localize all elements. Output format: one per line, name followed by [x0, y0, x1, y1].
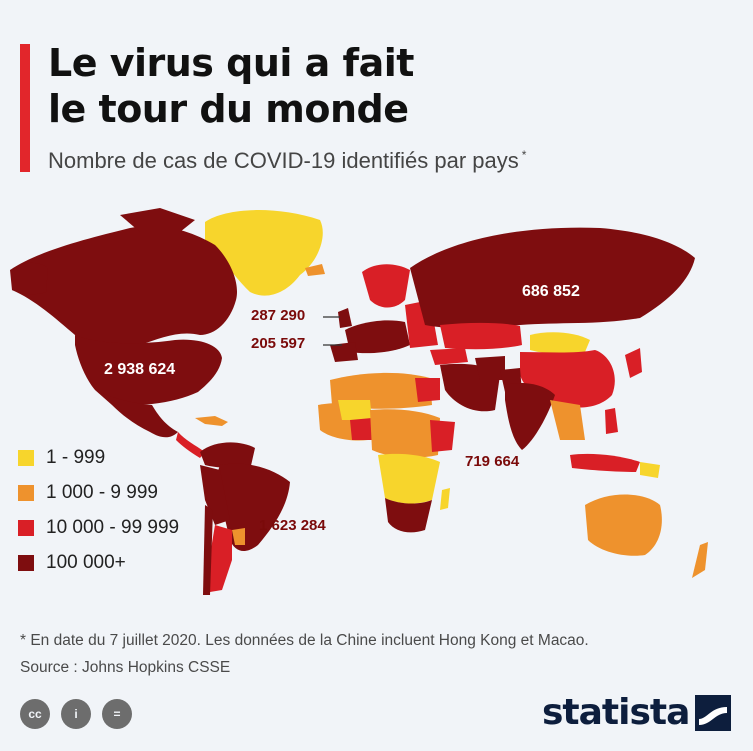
legend-label: 100 000+: [46, 551, 126, 573]
legend-item: 1 000 - 9 999: [18, 475, 179, 510]
region-iran: [475, 356, 505, 380]
region-chile: [203, 505, 213, 595]
region-new-zealand: [692, 542, 708, 578]
accent-bar: [20, 44, 30, 172]
region-philippines: [605, 408, 618, 434]
region-mongolia: [530, 332, 590, 355]
legend: 1 - 999 1 000 - 9 999 10 000 - 99 999 10…: [18, 440, 179, 580]
region-peru-bolivia: [200, 465, 230, 525]
attribution-icon[interactable]: i: [61, 699, 91, 729]
legend-label: 1 000 - 9 999: [46, 481, 158, 503]
region-east-africa: [430, 420, 455, 452]
region-mexico: [95, 390, 178, 438]
legend-item: 10 000 - 99 999: [18, 510, 179, 545]
page-title: Le virus qui a fait le tour du monde: [48, 40, 414, 132]
legend-swatch: [18, 519, 34, 536]
world-map: [10, 208, 708, 595]
brand-wordmark: statista: [542, 692, 690, 733]
region-uk: [338, 308, 352, 328]
legend-label: 10 000 - 99 999: [46, 516, 180, 538]
region-arctic-islands: [120, 208, 195, 232]
cc-icon[interactable]: cc: [20, 699, 50, 729]
footnote-source: Source : Johns Hopkins CSSE: [20, 659, 231, 676]
region-turkey: [430, 348, 468, 365]
legend-item: 100 000+: [18, 545, 179, 580]
statista-logo-icon: [695, 694, 732, 731]
region-south-africa: [385, 498, 432, 533]
subtitle: Nombre de cas de COVID-19 identifiés par…: [48, 148, 526, 174]
region-australia: [585, 494, 662, 556]
region-russia: [410, 227, 695, 329]
legend-swatch: [18, 554, 34, 571]
region-canada: [10, 225, 238, 347]
legend-item: 1 - 999: [18, 440, 179, 475]
region-japan: [625, 348, 642, 378]
label-russia: 686 852: [522, 283, 580, 300]
legend-swatch: [18, 449, 34, 466]
region-sahel: [338, 400, 372, 420]
region-caribbean: [195, 416, 228, 426]
label-india: 719 664: [465, 453, 520, 470]
region-india: [505, 383, 555, 450]
legend-swatch: [18, 484, 34, 501]
label-uk: 287 290: [251, 307, 306, 324]
region-indonesia: [570, 453, 640, 472]
footnote-date-note: * En date du 7 juillet 2020. Les données…: [20, 632, 589, 649]
region-paraguay-uruguay: [232, 528, 245, 545]
region-egypt: [415, 378, 440, 402]
subtitle-footnote-mark: *: [521, 148, 527, 162]
label-usa: 2 938 624: [104, 361, 176, 378]
region-argentina: [210, 525, 232, 592]
statista-logo[interactable]: statista: [542, 692, 732, 733]
region-colombia-venezuela: [200, 442, 255, 470]
subtitle-text: Nombre de cas de COVID-19 identifiés par…: [48, 148, 519, 173]
license-icons: cc i =: [20, 699, 132, 729]
region-iceland: [305, 264, 325, 276]
region-usa: [75, 335, 222, 405]
region-southeast-asia: [550, 400, 585, 440]
region-kazakhstan: [440, 322, 522, 350]
region-southern-africa: [378, 453, 440, 504]
footnote: * En date du 7 juillet 2020. Les données…: [20, 627, 589, 681]
title-line-1: Le virus qui a fait: [48, 41, 414, 85]
region-scandinavia: [362, 264, 410, 308]
region-iberia: [330, 342, 358, 362]
label-brazil: 1 623 284: [259, 517, 326, 534]
label-spain: 205 597: [251, 335, 306, 352]
region-madagascar: [440, 488, 450, 510]
region-central-america: [176, 432, 205, 458]
region-western-europe: [345, 320, 410, 354]
region-greenland: [205, 210, 323, 296]
no-derivatives-icon[interactable]: =: [102, 699, 132, 729]
legend-label: 1 - 999: [46, 446, 106, 468]
region-north-africa: [330, 372, 432, 409]
title-line-2: le tour du monde: [48, 87, 409, 131]
region-alaska: [12, 262, 48, 295]
region-nigeria: [350, 418, 372, 440]
region-brazil: [215, 463, 290, 552]
region-central-africa: [370, 409, 440, 458]
region-png: [640, 462, 660, 478]
